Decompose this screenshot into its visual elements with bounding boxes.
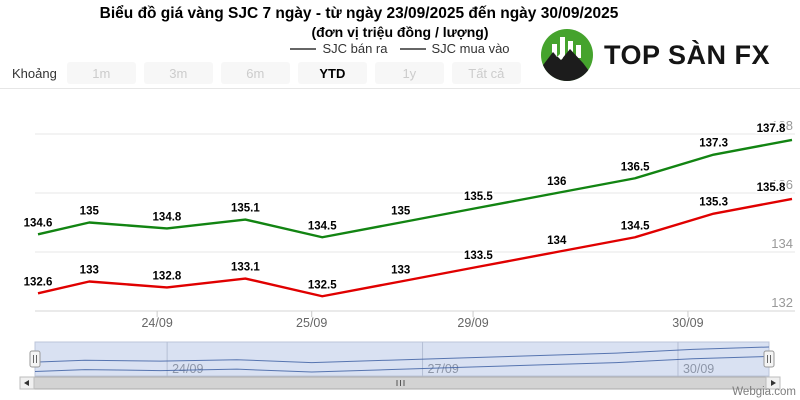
x-axis-label: 25/09 bbox=[296, 316, 327, 330]
brand-logo: TOP SÀN FX bbox=[539, 27, 770, 83]
y-axis-label: 138 bbox=[771, 118, 793, 133]
range-selector: Khoảng 1m 3m 6m YTD 1y Tất cả bbox=[12, 62, 529, 84]
range-selector-label: Khoảng bbox=[12, 65, 57, 81]
navigator-left-handle[interactable] bbox=[29, 350, 41, 368]
data-label: 133 bbox=[391, 265, 410, 277]
data-label: 135.1 bbox=[231, 203, 260, 215]
data-label: 133 bbox=[80, 265, 99, 277]
data-label: 136.5 bbox=[621, 161, 650, 173]
data-label: 133.5 bbox=[464, 250, 493, 262]
navigator-mask[interactable] bbox=[34, 341, 770, 377]
data-label: 135 bbox=[391, 206, 411, 218]
data-label: 134.8 bbox=[153, 211, 182, 223]
y-axis-label: 132 bbox=[771, 295, 793, 310]
brand-logo-text: TOP SÀN FX bbox=[604, 39, 771, 70]
y-axis-label: 136 bbox=[771, 177, 793, 192]
series-line bbox=[37, 138, 793, 239]
data-label: 132.6 bbox=[24, 276, 53, 288]
data-label: 134.5 bbox=[308, 220, 337, 232]
range-button-all[interactable]: Tất cả bbox=[451, 62, 521, 84]
x-axis-label: 30/09 bbox=[672, 316, 703, 330]
x-axis-label: 29/09 bbox=[457, 316, 488, 330]
data-label: 135.8 bbox=[757, 182, 786, 194]
range-button-ytd[interactable]: YTD bbox=[297, 62, 367, 84]
chart-subtitle: (đơn vị triệu đồng / lượng) bbox=[311, 24, 489, 40]
data-label: 132.5 bbox=[308, 279, 337, 291]
x-axis-label: 24/09 bbox=[141, 316, 172, 330]
data-label: 137.8 bbox=[757, 123, 786, 135]
header-divider bbox=[0, 88, 800, 89]
data-label: 135.5 bbox=[464, 191, 493, 203]
data-label: 132.8 bbox=[153, 270, 182, 282]
navigator-series-line bbox=[34, 355, 770, 373]
data-label: 137.3 bbox=[699, 138, 728, 150]
watermark: Webgia.com bbox=[732, 386, 796, 398]
y-axis-label: 134 bbox=[771, 236, 793, 251]
data-label: 134.5 bbox=[621, 220, 650, 232]
range-button-6m[interactable]: 6m bbox=[220, 62, 290, 84]
legend-item-mua-vao[interactable]: SJC mua vào bbox=[399, 41, 510, 56]
data-label: 134.6 bbox=[24, 217, 53, 229]
navigator-axis-label: 30/09 bbox=[683, 362, 714, 376]
navigator-axis-label: 24/09 bbox=[172, 362, 203, 376]
series-line bbox=[37, 197, 793, 298]
data-label: 136 bbox=[547, 176, 566, 188]
legend-label: SJC bán ra bbox=[322, 41, 388, 56]
range-button-1y[interactable]: 1y bbox=[374, 62, 444, 84]
line-marker-icon bbox=[399, 47, 426, 50]
navigator-right-handle[interactable] bbox=[763, 350, 775, 368]
line-marker-icon bbox=[290, 47, 317, 50]
range-button-1m[interactable]: 1m bbox=[66, 62, 136, 84]
data-label: 134 bbox=[547, 235, 567, 247]
legend-item-ban-ra[interactable]: SJC bán ra bbox=[290, 41, 388, 56]
navigator-axis-label: 27/09 bbox=[428, 362, 459, 376]
data-label: 135 bbox=[80, 206, 100, 218]
navigator-series-line bbox=[34, 346, 770, 364]
topsanfx-logo-icon bbox=[541, 29, 593, 81]
data-label: 133.1 bbox=[231, 262, 260, 274]
legend-label: SJC mua vào bbox=[431, 41, 510, 56]
range-button-3m[interactable]: 3m bbox=[143, 62, 213, 84]
right-arrow-icon bbox=[771, 380, 776, 386]
data-label: 135.3 bbox=[699, 197, 728, 209]
left-arrow-icon bbox=[24, 380, 29, 386]
page-title: Biểu đồ giá vàng SJC 7 ngày - từ ngày 23… bbox=[99, 5, 619, 22]
chart-legend: SJC bán ra SJC mua vào bbox=[0, 41, 800, 56]
